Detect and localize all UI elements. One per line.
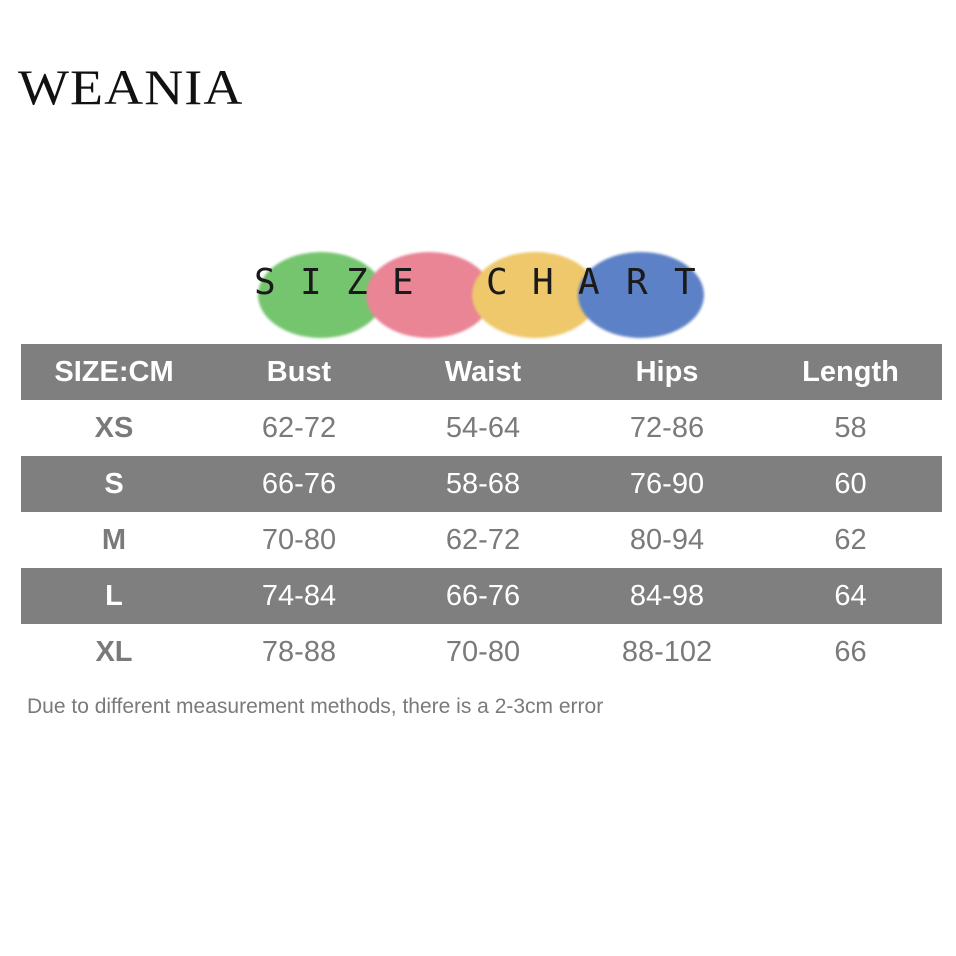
size-chart-banner: S I Z E C H A R T [248, 246, 728, 342]
size-cell: XS [94, 412, 134, 444]
banner-letter: E [392, 262, 414, 303]
header-cell: Length [802, 356, 899, 388]
banner-letter: A [578, 262, 600, 303]
bust-cell: 62-72 [261, 412, 337, 444]
size-cell: L [105, 580, 123, 612]
length-cell: 64 [834, 580, 867, 612]
banner-letter: R [626, 262, 648, 303]
hips-cell: 80-94 [629, 524, 705, 556]
brand-logo: WEANIA [18, 59, 244, 115]
hips-cell: 84-98 [629, 580, 705, 612]
bust-cell: 78-88 [261, 636, 337, 668]
bust-cell: 66-76 [261, 468, 337, 500]
header-cell: SIZE:CM [54, 356, 174, 388]
header-cell: Bust [266, 356, 332, 388]
banner-letter: C [486, 262, 508, 303]
bust-cell: 70-80 [261, 524, 337, 556]
yellow-circle [472, 252, 598, 338]
table-row: S 66-76 58-68 76-90 60 [21, 456, 942, 512]
waist-cell: 54-64 [445, 412, 521, 444]
length-cell: 66 [834, 636, 867, 668]
table-row: M 70-80 62-72 80-94 62 [21, 512, 942, 568]
banner-letter: S [254, 262, 276, 303]
header-cell: Waist [444, 356, 522, 388]
length-cell: 62 [834, 524, 867, 556]
size-cell: M [101, 524, 127, 556]
waist-cell: 62-72 [445, 524, 521, 556]
blue-circle [578, 252, 704, 338]
hips-cell: 76-90 [629, 468, 705, 500]
waist-cell: 58-68 [445, 468, 521, 500]
green-circle [258, 252, 384, 338]
pink-circle [366, 252, 492, 338]
length-cell: 58 [834, 412, 867, 444]
hips-cell: 88-102 [621, 636, 713, 668]
banner-letter: Z [346, 262, 368, 303]
banner-letter: T [674, 262, 696, 303]
waist-cell: 66-76 [445, 580, 521, 612]
bust-cell: 74-84 [261, 580, 337, 612]
table-row: L 74-84 66-76 84-98 64 [21, 568, 942, 624]
table-row: XS 62-72 54-64 72-86 58 [21, 400, 942, 456]
waist-cell: 70-80 [445, 636, 521, 668]
size-table: SIZE:CM Bust Waist Hips Length XS 62-72 … [21, 344, 942, 680]
length-cell: 60 [834, 468, 867, 500]
hips-cell: 72-86 [629, 412, 705, 444]
size-chart-title: S I Z E C H A R T [248, 262, 728, 312]
measurement-note: Due to different measurement methods, th… [27, 695, 604, 718]
size-cell: S [104, 468, 124, 500]
size-cell: XL [95, 636, 133, 668]
banner-letter: I [300, 262, 322, 303]
table-header-row: SIZE:CM Bust Waist Hips Length [21, 344, 942, 400]
table-row: XL 78-88 70-80 88-102 66 [21, 624, 942, 680]
header-cell: Hips [635, 356, 699, 388]
banner-letter: H [532, 262, 554, 303]
